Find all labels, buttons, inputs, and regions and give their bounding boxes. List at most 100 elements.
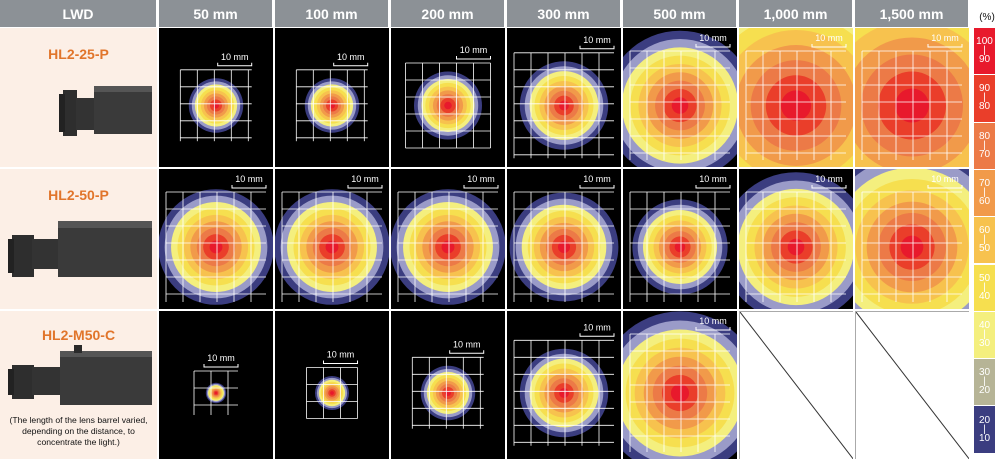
scale-bar-label: 10 mm bbox=[699, 33, 727, 43]
legend-band-separator: | bbox=[983, 45, 986, 57]
legend-band-low: 40 bbox=[978, 290, 991, 302]
intensity-ring bbox=[787, 238, 805, 256]
legend-band-separator: | bbox=[983, 376, 986, 388]
legend-band: 80 | 70 bbox=[974, 122, 995, 169]
scale-bar bbox=[811, 185, 847, 189]
spot-heatmap: 10 mm bbox=[275, 169, 389, 309]
intensity-ring bbox=[214, 391, 218, 395]
scale-bar-label: 10 mm bbox=[815, 174, 843, 184]
legend-band-low: 60 bbox=[978, 196, 991, 208]
legend-band-high: 50 bbox=[978, 272, 991, 284]
intensity-ring bbox=[330, 391, 334, 395]
intensity-ring bbox=[900, 235, 924, 259]
legend-band-separator: | bbox=[983, 234, 986, 246]
spot-heatmap: 10 mm bbox=[507, 169, 621, 309]
intensity-ring bbox=[559, 388, 569, 398]
scale-bar-label: 10 mm bbox=[221, 52, 249, 62]
intensity-ring bbox=[325, 240, 339, 254]
scale-bar bbox=[811, 44, 847, 48]
legend-band: 20 | 10 bbox=[974, 406, 995, 453]
spot-heatmap: 10 mm bbox=[855, 169, 969, 309]
scale-bar-label: 10 mm bbox=[351, 174, 379, 184]
lens-note: (The length of the lens barrel varied, d… bbox=[9, 415, 148, 447]
scale-bar bbox=[456, 56, 491, 60]
scale-bar-label: 10 mm bbox=[931, 174, 959, 184]
intensity-ring bbox=[671, 97, 689, 114]
spot-heatmap: 10 mm bbox=[275, 28, 389, 167]
legend-band: 50 | 40 bbox=[974, 264, 995, 311]
scale-bar-label: 10 mm bbox=[815, 33, 843, 43]
spot-heatmap: 10 mm bbox=[623, 169, 737, 309]
intensity-ring bbox=[780, 90, 812, 121]
scale-bar-label: 10 mm bbox=[931, 33, 959, 43]
spot-heatmap: 10 mm bbox=[391, 28, 505, 167]
scale-bar bbox=[579, 45, 615, 50]
intensity-ring bbox=[444, 389, 452, 397]
model-name: HL2-25-P bbox=[48, 46, 109, 62]
legend-band: 60 | 50 bbox=[974, 217, 995, 264]
header-distance: 200 mm bbox=[391, 0, 505, 27]
scale-bar bbox=[927, 44, 963, 48]
scale-bar bbox=[695, 44, 731, 48]
header-lwd: LWD bbox=[0, 0, 157, 27]
intensity-ring bbox=[212, 102, 220, 109]
intensity-ring bbox=[441, 240, 455, 254]
empty-cell bbox=[855, 311, 969, 459]
scale-bar-label: 10 mm bbox=[467, 174, 495, 184]
header-distance: 300 mm bbox=[507, 0, 621, 27]
spot-heatmap: 10 mm bbox=[391, 169, 505, 309]
not-applicable-slash bbox=[856, 312, 969, 459]
scale-bar-label: 10 mm bbox=[337, 52, 365, 62]
legend-band: 70 | 60 bbox=[974, 169, 995, 217]
intensity-ring bbox=[895, 88, 929, 123]
legend-band-low: 80 bbox=[978, 101, 991, 113]
scale-bar bbox=[695, 327, 731, 331]
scale-bar bbox=[927, 185, 963, 189]
scale-bar-label: 10 mm bbox=[327, 350, 355, 360]
legend-band-high: 30 bbox=[978, 367, 991, 379]
header-distance: 1,500 mm bbox=[855, 0, 969, 27]
header-distance: 1,000 mm bbox=[739, 0, 853, 27]
scale-bar-label: 10 mm bbox=[235, 174, 263, 184]
spot-heatmap: 10 mm bbox=[507, 28, 621, 167]
row-label-2: HL2-50-P bbox=[0, 169, 157, 309]
spot-heatmap: 10 mm bbox=[159, 311, 273, 459]
legend-band-high: 60 bbox=[978, 225, 991, 237]
row-label-3: HL2-M50-C (The length of the lens barrel… bbox=[0, 311, 157, 459]
legend-band-high: 20 bbox=[978, 414, 991, 426]
row-label-1: HL2-25-P bbox=[0, 28, 157, 167]
scale-bar bbox=[347, 185, 383, 189]
header-distance: 100 mm bbox=[275, 0, 389, 27]
scale-bar-label: 10 mm bbox=[453, 339, 481, 349]
scale-bar-label: 10 mm bbox=[699, 174, 727, 184]
scale-bar-label: 10 mm bbox=[699, 316, 727, 326]
spot-heatmap: 10 mm bbox=[739, 28, 853, 167]
spot-heatmap: 10 mm bbox=[739, 169, 853, 309]
spot-heatmap: 10 mm bbox=[623, 311, 737, 459]
legend-band-high: 90 bbox=[978, 83, 991, 95]
legend-band-separator: | bbox=[983, 92, 986, 104]
scale-bar bbox=[449, 350, 485, 354]
header-distance: 50 mm bbox=[159, 0, 273, 27]
scale-bar-label: 10 mm bbox=[583, 322, 611, 332]
spot-heatmap: 10 mm bbox=[391, 311, 505, 459]
scale-bar-label: 10 mm bbox=[460, 45, 488, 55]
legend-band-high: 80 bbox=[978, 130, 991, 142]
legend-band-separator: | bbox=[983, 328, 986, 340]
model-name: HL2-50-P bbox=[48, 187, 109, 203]
intensity-ring bbox=[670, 383, 690, 403]
scale-bar bbox=[333, 62, 369, 67]
spot-heatmap: 10 mm bbox=[159, 169, 273, 309]
spot-heatmap: 10 mm bbox=[507, 311, 621, 459]
scale-bar bbox=[203, 364, 239, 368]
spot-heatmap: 10 mm bbox=[855, 28, 969, 167]
intensity-ring bbox=[328, 102, 336, 109]
spot-heatmap: 10 mm bbox=[275, 311, 389, 459]
scale-bar bbox=[323, 360, 358, 364]
legend-band-separator: | bbox=[983, 139, 986, 151]
sensor-head-image bbox=[8, 221, 152, 277]
intensity-ring bbox=[559, 100, 569, 111]
scale-bar-label: 10 mm bbox=[583, 35, 611, 45]
legend-band-low: 20 bbox=[978, 385, 991, 397]
spot-heatmap: 10 mm bbox=[623, 28, 737, 167]
